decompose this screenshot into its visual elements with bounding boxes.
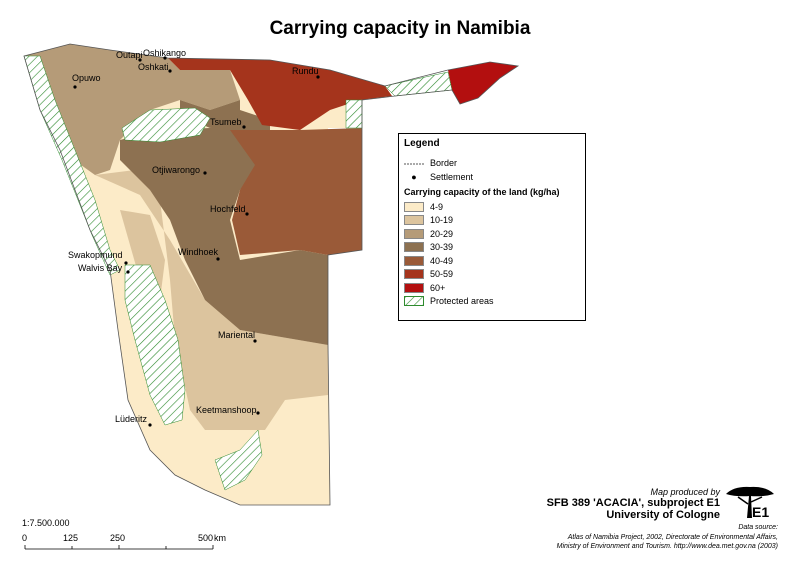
protected-south: [214, 429, 263, 491]
scale-tick: 500: [198, 533, 213, 543]
map-title: Carrying capacity in Namibia: [269, 18, 531, 39]
data-source: Data source: Atlas of Namibia Project, 2…: [557, 523, 778, 552]
legend-settlement-label: Settlement: [430, 171, 474, 182]
legend-class-swatch: [404, 282, 424, 293]
legend-class-label: 10-19: [430, 215, 454, 225]
source-line1: Data source:: [738, 524, 778, 531]
settlements-layer: Outapi Oshikango Oshkati Opuwo Rundu Tsu…: [68, 48, 320, 427]
legend-class-swatch: [404, 215, 424, 225]
settlement-luderitz: Lüderitz: [115, 414, 152, 427]
legend-class-swatch: [404, 201, 424, 212]
protected-caprivi: [384, 71, 453, 97]
legend-class-row: 30-39: [404, 241, 580, 253]
settlement-tsumeb: Tsumeb: [210, 117, 246, 129]
region-50-59: [168, 58, 392, 130]
settlement-windhoek: Windhoek: [178, 247, 220, 261]
legend-class-label: 60+: [430, 282, 446, 293]
legend-class-swatch: [404, 228, 424, 239]
legend-protected-row: Protected areas: [404, 295, 580, 307]
region-30-39: [120, 110, 328, 345]
settlement-rundu: Rundu: [292, 66, 320, 79]
protected-skeleton-coast: [23, 55, 121, 276]
settlement-label: Windhoek: [178, 247, 219, 257]
legend-class-label: 50-59: [430, 269, 454, 279]
legend-border-row: Border: [404, 157, 580, 169]
settlement-label: Opuwo: [72, 73, 101, 83]
settlement-oshikango: Oshikango: [143, 48, 186, 60]
country-border: [23, 43, 520, 506]
legend-class-row: 10-19: [404, 214, 580, 226]
settlement-label: Tsumeb: [210, 117, 242, 127]
settlement-otjiwarongo: Otjiwarongo: [152, 165, 207, 175]
protected-swatch: [404, 296, 424, 306]
legend-classes: 4-9 10-19 20-29 30-39 40-49 50-59 60+: [404, 201, 580, 294]
settlement-label: Hochfeld: [210, 204, 246, 214]
scale-tick: 0: [22, 533, 27, 543]
protected-etosha: [121, 107, 211, 143]
legend-class-label: 4-9: [430, 201, 444, 212]
legend-class-label: 20-29: [430, 228, 454, 239]
settlement-symbol: ●: [411, 171, 417, 182]
settlement-outapi: Outapi: [116, 50, 143, 62]
settlement-mariental: Mariental: [218, 330, 257, 343]
legend-class-swatch: [404, 242, 424, 252]
border-symbol: [404, 158, 424, 168]
region-10-19: [95, 170, 328, 430]
settlement-label: Swakopmund: [68, 250, 123, 260]
settlement-label: Outapi: [116, 50, 143, 60]
legend-class-row: 60+: [404, 282, 580, 294]
credit-block: Map produced by SFB 389 'ACACIA', subpro…: [547, 487, 720, 521]
credit-produced-by: Map produced by: [650, 487, 720, 497]
region-20-29-b: [180, 70, 240, 110]
source-line2: Atlas of Namibia Project, 2002, Director…: [567, 533, 778, 541]
legend-class-label: 40-49: [430, 255, 454, 266]
legend-title: Legend: [404, 138, 440, 149]
credit-line1: SFB 389 'ACACIA', subproject E1: [546, 497, 720, 509]
region-60-plus: [448, 62, 518, 104]
legend-class-label: 30-39: [430, 242, 454, 252]
scale-bar: 1:7.500.000 0 125 250 500 km: [22, 518, 226, 550]
legend-class-swatch: [404, 269, 424, 279]
legend-class-row: 50-59: [404, 268, 580, 280]
settlement-label: Keetmanshoop: [196, 405, 257, 415]
scale-tick: 250: [110, 533, 125, 543]
source-line3: Ministry of Environment and Tourism. htt…: [556, 543, 778, 550]
settlement-label: Otjiwarongo: [152, 165, 200, 175]
settlement-keetmanshoop: Keetmanshoop: [196, 405, 260, 415]
settlement-hochfeld: Hochfeld: [210, 204, 249, 216]
legend-protected-label: Protected areas: [430, 296, 494, 306]
legend-class-row: 20-29: [404, 228, 580, 240]
legend: Legend Border ● Settlement Carrying capa…: [398, 133, 586, 321]
settlement-swakopmund: Swakopmund: [68, 250, 128, 265]
legend-settlement-row: ● Settlement: [404, 171, 580, 183]
scale-tick: 125: [63, 533, 78, 543]
settlement-label: Walvis Bay: [78, 263, 123, 273]
protected-namib: [124, 264, 186, 426]
settlement-label: Mariental: [218, 330, 255, 340]
region-40-49: [230, 128, 362, 255]
settlement-label: Rundu: [292, 66, 319, 76]
settlement-walvis-bay: Walvis Bay: [78, 263, 130, 274]
scale-ratio: 1:7.500.000: [22, 518, 70, 528]
legend-class-swatch: [404, 255, 424, 266]
legend-class-row: 4-9: [404, 201, 580, 213]
scale-unit: km: [214, 533, 226, 543]
settlement-label: Oshikango: [143, 48, 186, 58]
legend-classes-title: Carrying capacity of the land (kg/ha): [404, 186, 560, 197]
legend-class-row: 40-49: [404, 255, 580, 267]
settlement-label: Oshkati: [138, 62, 169, 72]
e1-logo-text: E1: [752, 504, 770, 520]
settlement-label: Lüderitz: [115, 414, 148, 424]
legend-border-label: Border: [430, 158, 458, 168]
settlement-opuwo: Opuwo: [72, 73, 101, 89]
acacia-tree-logo: [726, 486, 774, 518]
credit-line2: University of Cologne: [606, 509, 720, 521]
settlement-oshkati: Oshkati: [138, 62, 172, 73]
protected-east: [345, 99, 363, 129]
